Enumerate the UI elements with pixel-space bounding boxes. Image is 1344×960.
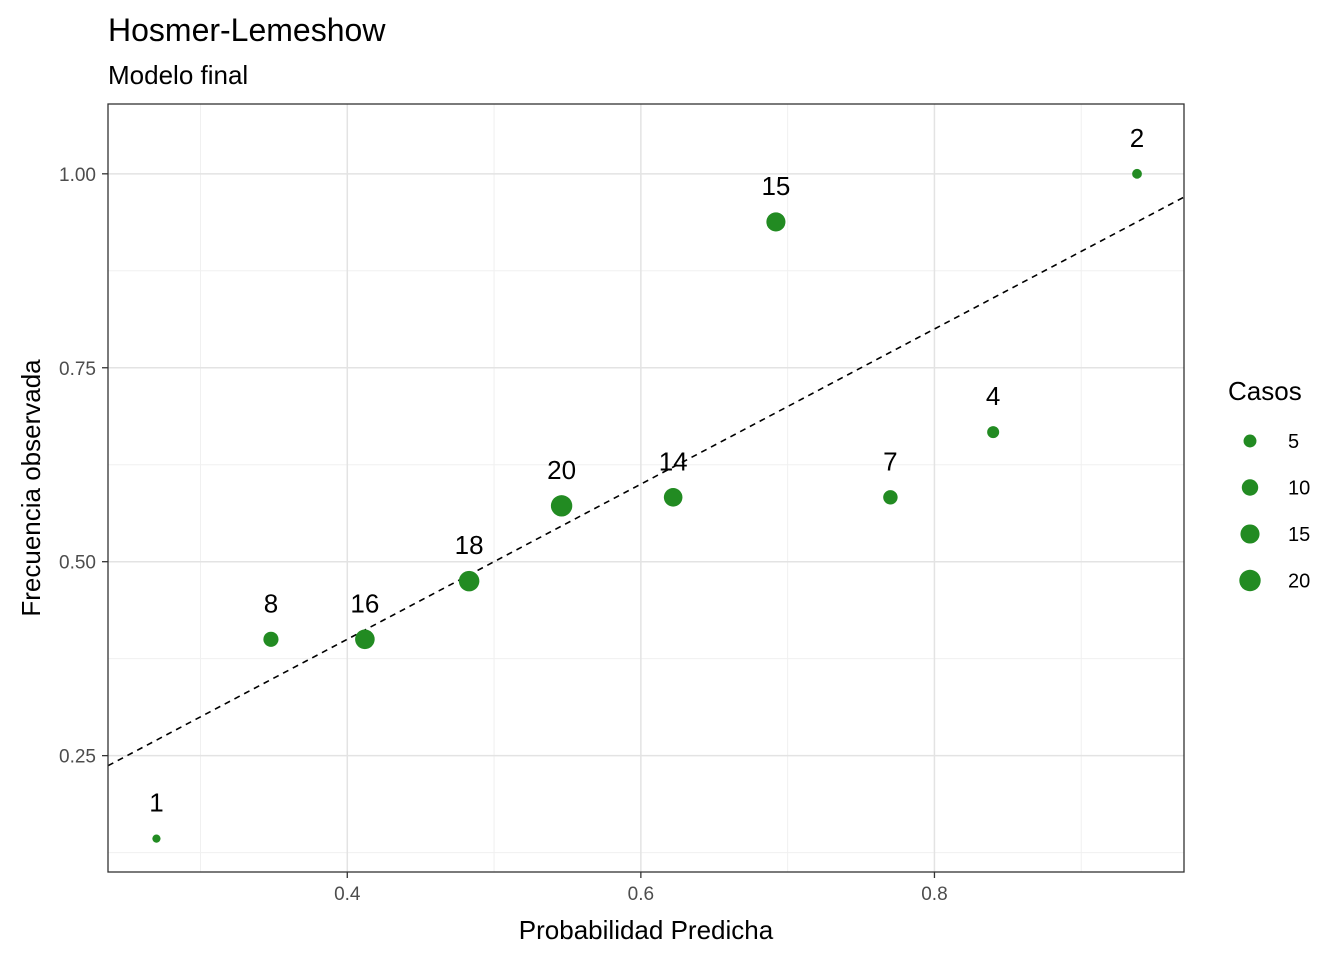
data-label: 14	[659, 446, 688, 476]
grid	[108, 104, 1184, 872]
data-point	[458, 570, 480, 592]
data-point	[766, 212, 786, 232]
data-point	[152, 834, 161, 843]
plot-panel-border	[107, 103, 1185, 873]
data-label: 8	[264, 588, 278, 618]
legend-key	[1241, 479, 1259, 496]
data-point	[263, 631, 279, 647]
data-point	[663, 487, 683, 507]
data-label: 15	[761, 171, 790, 201]
legend-key	[1240, 524, 1260, 544]
data-label: 16	[350, 588, 379, 618]
legend-key	[1239, 569, 1261, 592]
data-label: 7	[883, 446, 897, 476]
legend-label: 20	[1288, 571, 1310, 593]
reference-line	[107, 196, 1185, 767]
legend-label: 10	[1288, 478, 1310, 500]
data-point	[355, 629, 375, 650]
axes: 0.4 0.6 0.8 0.25 0.50 0.75 1.00	[59, 165, 948, 905]
data-point	[987, 426, 1000, 439]
chart-title: Hosmer-Lemeshow	[108, 12, 386, 48]
y-tick-label: 1.00	[59, 165, 96, 186]
data-label: 1	[149, 788, 163, 818]
data-point	[883, 490, 898, 505]
data-label: 18	[455, 530, 484, 560]
x-axis-title: Probabilidad Predicha	[519, 915, 774, 945]
reference-line-layer	[107, 196, 1185, 767]
points-layer	[152, 168, 1142, 843]
y-tick-label: 0.75	[59, 359, 96, 380]
x-tick-label: 0.4	[334, 884, 361, 905]
legend-label: 5	[1288, 431, 1299, 453]
y-axis-title: Frecuencia observada	[16, 359, 46, 617]
data-label: 20	[547, 455, 576, 485]
y-tick-label: 0.25	[59, 747, 96, 768]
legend-key	[1243, 434, 1257, 448]
legend: Casos 5 10 15 20	[1228, 376, 1310, 593]
data-point	[550, 495, 573, 517]
data-label: 4	[986, 381, 1000, 411]
data-label: 2	[1130, 123, 1144, 153]
x-tick-label: 0.8	[921, 884, 947, 905]
legend-title: Casos	[1228, 376, 1302, 406]
x-tick-label: 0.6	[628, 884, 654, 905]
legend-label: 15	[1288, 524, 1310, 546]
chart-subtitle: Modelo final	[108, 60, 248, 90]
y-tick-label: 0.50	[59, 553, 96, 574]
data-point	[1132, 168, 1142, 179]
